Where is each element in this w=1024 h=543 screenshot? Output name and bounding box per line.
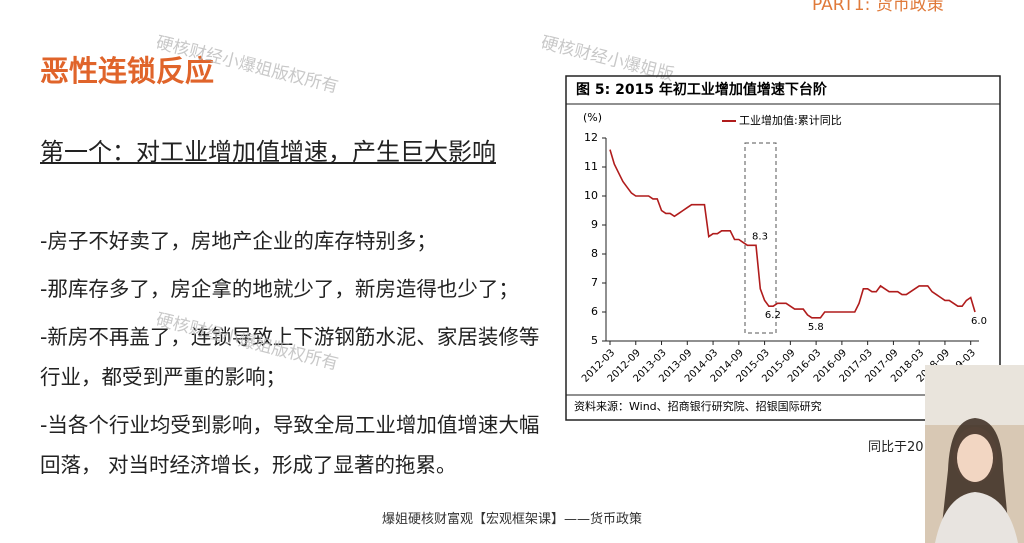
legend-label: 工业增加值:累计同比 bbox=[739, 113, 842, 127]
y-tick-label: 5 bbox=[591, 334, 598, 347]
y-tick-label: 7 bbox=[591, 276, 598, 289]
y-tick-label: 10 bbox=[584, 189, 598, 202]
y-tick-label: 9 bbox=[591, 218, 598, 231]
series-line bbox=[609, 149, 976, 319]
bullet: -当各个行业均受到影响，导致全局工业增加值增速大幅回落， 对当时经济增长，形成了… bbox=[40, 413, 540, 477]
chart-frame bbox=[565, 75, 1001, 421]
slide-title: 恶性连锁反应 bbox=[40, 54, 215, 88]
bullet: -房子不好卖了，房地产企业的库存特别多； bbox=[40, 229, 437, 253]
value-label: 8.3 bbox=[752, 231, 768, 242]
footer: 爆姐硬核财富观【宏观框架课】——货币政策 bbox=[381, 512, 642, 527]
bullet: -新房不再盖了，连锁导致上下游钢筋水泥、家居装修等行业，都受到严重的影响； bbox=[40, 325, 540, 389]
y-label: (%) bbox=[583, 111, 602, 124]
corner-tag: PART1: 货币政策 bbox=[812, 0, 944, 15]
y-tick-label: 12 bbox=[584, 131, 598, 144]
value-label: 5.8 bbox=[808, 322, 824, 333]
chart-title: 图 5: 2015 年初工业增加值增速下台阶 bbox=[576, 81, 828, 98]
bullet-list: -房子不好卖了，房地产企业的库存特别多； -那库存多了，房企拿的地就少了，新房造… bbox=[40, 221, 555, 485]
video-body bbox=[935, 492, 1018, 543]
highlight-box bbox=[744, 142, 777, 334]
y-tick-label: 11 bbox=[584, 160, 598, 173]
bullet: -那库存多了，房企拿的地就少了，新房造得也少了； bbox=[40, 277, 519, 301]
source: 资料来源：Wind、招商银行研究院、招银国际研究 bbox=[574, 399, 822, 413]
subtitle: 第一个：对工业增加值增速，产生巨大影响 bbox=[40, 138, 496, 166]
y-tick-label: 8 bbox=[591, 247, 598, 260]
y-tick-label: 6 bbox=[591, 305, 598, 318]
side-note: 同比于20 bbox=[868, 440, 924, 455]
video-face bbox=[957, 434, 993, 482]
value-label: 6.2 bbox=[765, 310, 781, 321]
value-label: 6.0 bbox=[971, 316, 987, 327]
video-bg bbox=[925, 365, 1024, 425]
